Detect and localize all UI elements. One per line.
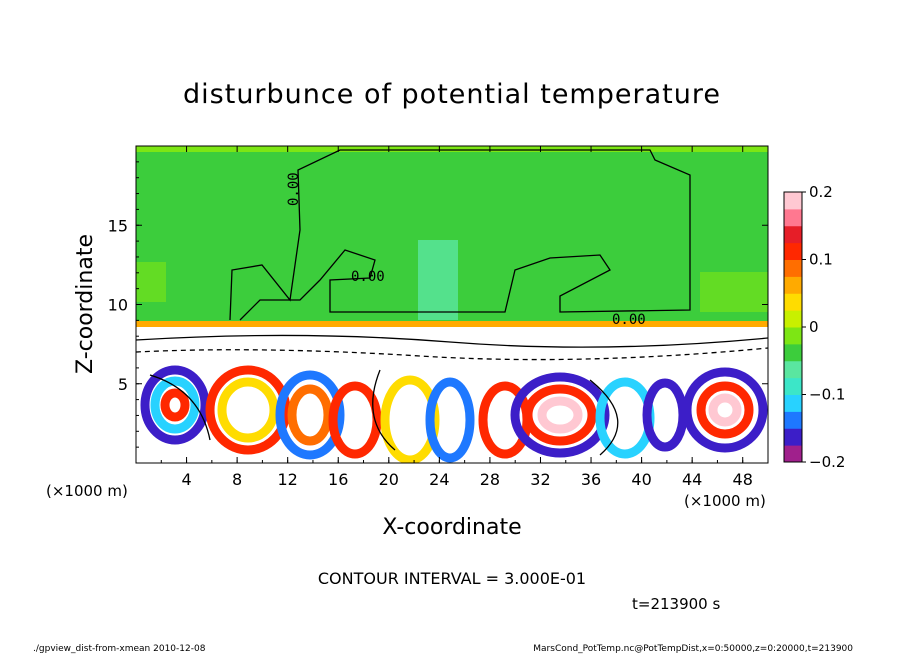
x-tick-label: 16	[328, 470, 348, 489]
field-near-zero-blob	[418, 240, 458, 320]
x-axis: 4 8 12 16 20 24 28 32 36 40 44 48	[135, 146, 769, 489]
x-tick-label: 32	[530, 470, 550, 489]
colorbar-swatch	[784, 327, 802, 345]
colorbar-tick-label: 0.1	[809, 251, 833, 269]
x-axis-label: X-coordinate	[382, 515, 521, 540]
contour-labels: 0.00 0.00 0.00	[286, 172, 646, 328]
time-label: t=213900 s	[632, 595, 720, 613]
turbulent-cells	[140, 365, 768, 463]
colorbar-tick-label: −0.2	[809, 453, 845, 471]
y-tick-label: 10	[108, 296, 128, 315]
x-axis-unit-right: (×1000 m)	[684, 492, 766, 510]
field-top-band	[136, 146, 768, 152]
x-tick-label: 8	[232, 470, 242, 489]
x-tick-label: 12	[278, 470, 298, 489]
x-tick-label: 4	[181, 470, 191, 489]
colorbar-swatch	[784, 411, 802, 429]
colorbar-swatch	[784, 259, 802, 277]
x-tick-label: 28	[480, 470, 500, 489]
colorbar-swatch	[784, 310, 802, 328]
colorbar-ticks: 0.2 0.1 0 −0.1 −0.2	[802, 183, 845, 471]
footer-right: MarsCond_PotTemp.nc@PotTempDist,x=0:5000…	[533, 644, 853, 654]
x-tick-label: 44	[682, 470, 702, 489]
colorbar-swatch	[784, 394, 802, 412]
contour-label: 0.00	[351, 269, 385, 285]
y-axis: 5 10 15	[108, 161, 768, 448]
field-boundary	[136, 321, 768, 327]
y-tick-label: 5	[118, 375, 128, 394]
contour-interval: CONTOUR INTERVAL = 3.000E-01	[318, 569, 586, 588]
colorbar-swatch	[784, 343, 802, 362]
y-axis-label: Z-coordinate	[73, 234, 98, 374]
colorbar-swatch	[784, 192, 802, 210]
field-blob-right	[700, 272, 768, 312]
colorbar-tick-label: −0.1	[809, 386, 845, 404]
colorbar-swatch	[784, 360, 802, 379]
contour-label: 0.00	[286, 172, 302, 206]
contour-lines	[136, 149, 768, 456]
colorbar-tick-label: 0	[809, 318, 819, 336]
colorbar-swatch	[784, 428, 802, 446]
contour-label: 0.00	[612, 312, 646, 328]
plot-area: 0.00 0.00 0.00	[135, 145, 769, 464]
colorbar-swatch	[784, 293, 802, 311]
colorbar-swatch	[784, 242, 802, 260]
y-tick-label: 15	[108, 216, 128, 235]
x-tick-label: 40	[631, 470, 651, 489]
footer-left: ./gpview_dist-from-xmean 2010-12-08	[33, 644, 206, 654]
colorbar-swatch	[784, 276, 802, 294]
chart-title: disturbunce of potential temperature	[183, 79, 721, 110]
field-blob-left	[136, 262, 166, 302]
x-tick-label: 36	[581, 470, 601, 489]
x-tick-label: 48	[733, 470, 753, 489]
colorbar-swatch	[784, 445, 802, 463]
colorbar-swatch	[784, 208, 802, 227]
colorbar-swatch	[784, 225, 802, 244]
colorbar-swatch	[784, 377, 802, 395]
colorbar-tick-label: 0.2	[809, 183, 833, 201]
x-tick-label: 24	[429, 470, 449, 489]
x-tick-label: 20	[379, 470, 399, 489]
colorbar	[783, 191, 803, 463]
field-layer	[136, 327, 768, 365]
x-axis-unit-left: (×1000 m)	[46, 482, 128, 500]
